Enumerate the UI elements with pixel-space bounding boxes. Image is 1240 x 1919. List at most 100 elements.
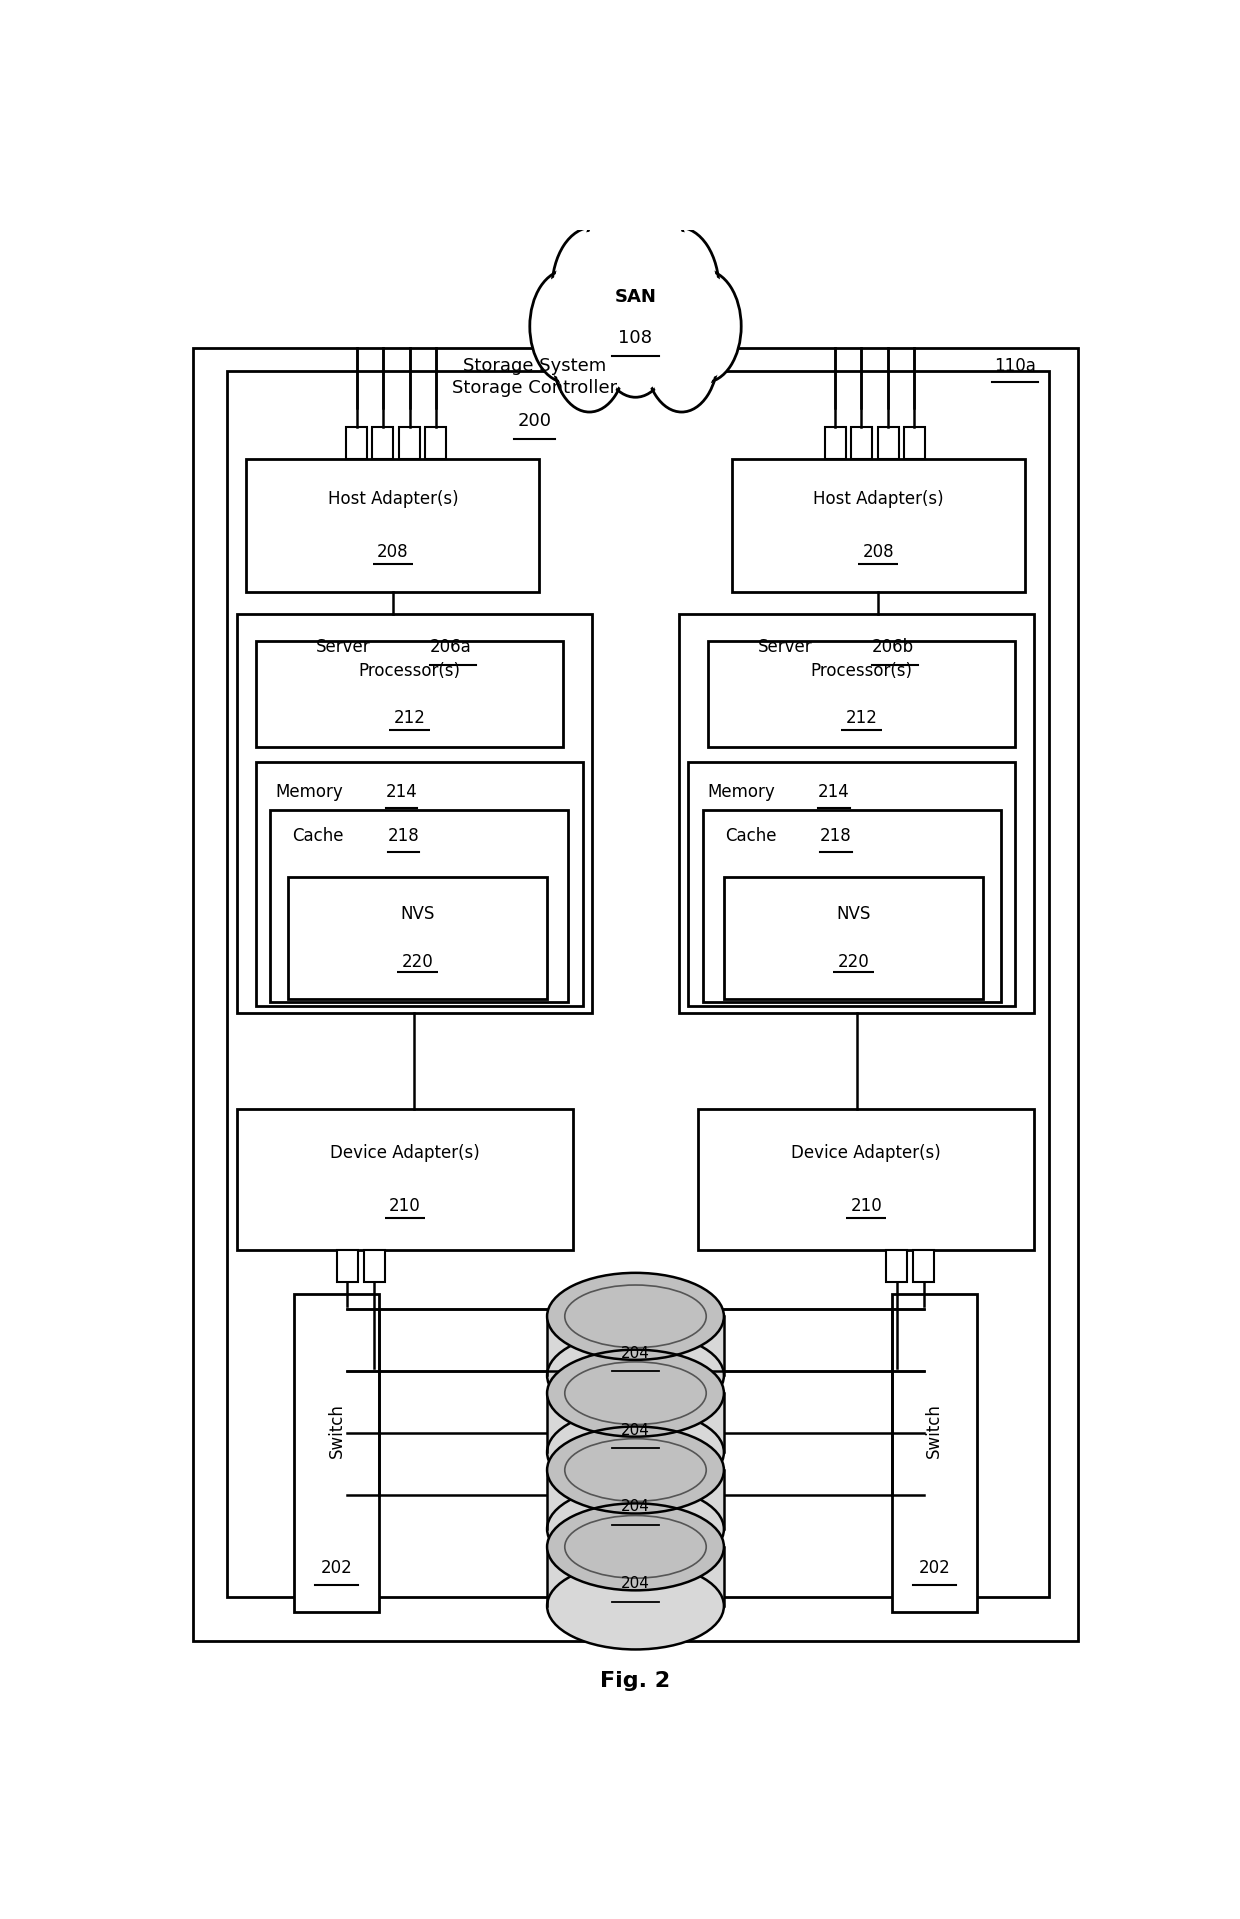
Circle shape [668,271,742,382]
Circle shape [533,274,600,378]
Text: Fig. 2: Fig. 2 [600,1671,671,1691]
Text: 218: 218 [820,827,852,844]
Bar [336,1249,358,1282]
Text: 108: 108 [619,330,652,347]
Bar [913,1249,935,1282]
Text: 220: 220 [402,952,433,971]
Text: NVS: NVS [401,906,434,923]
Bar [237,1109,573,1249]
Text: 214: 214 [386,783,418,800]
Ellipse shape [547,1349,724,1437]
Circle shape [639,226,719,351]
Bar [288,877,547,998]
Text: Server: Server [758,637,812,656]
Text: Processor(s): Processor(s) [810,662,913,679]
Text: 220: 220 [838,952,869,971]
Circle shape [529,271,603,382]
Ellipse shape [547,1409,724,1495]
Circle shape [599,284,672,397]
Bar [825,426,846,459]
Text: 206a: 206a [430,637,471,656]
Ellipse shape [547,1562,724,1650]
Circle shape [649,305,715,407]
Bar [237,614,593,1013]
Bar [678,614,1034,1013]
Text: Device Adapter(s): Device Adapter(s) [791,1144,941,1163]
Text: Device Adapter(s): Device Adapter(s) [330,1144,480,1163]
Bar [878,426,899,459]
Text: 210: 210 [851,1197,882,1215]
Text: 206b: 206b [872,637,914,656]
Text: Memory: Memory [275,783,342,800]
Text: 208: 208 [862,543,894,562]
Text: 110a: 110a [994,357,1037,376]
Bar [346,426,367,459]
Text: 200: 200 [517,413,552,430]
Bar [425,426,446,459]
Bar [698,1109,1034,1249]
Circle shape [583,186,688,349]
Bar [904,426,925,459]
Text: Host Adapter(s): Host Adapter(s) [327,489,458,509]
Bar [724,877,983,998]
Circle shape [645,299,718,413]
Text: 212: 212 [846,708,877,727]
Circle shape [556,305,622,407]
Text: NVS: NVS [837,906,870,923]
Ellipse shape [547,1485,724,1572]
Ellipse shape [547,1332,724,1418]
Bar [294,1293,379,1612]
Text: 204: 204 [621,1422,650,1437]
Bar [547,1547,724,1606]
Ellipse shape [547,1272,724,1361]
Text: Server: Server [316,637,371,656]
Circle shape [553,299,626,413]
Text: 202: 202 [321,1558,352,1577]
Bar [851,426,872,459]
Bar [703,810,1001,1002]
Bar [363,1249,384,1282]
Circle shape [601,290,670,393]
Bar [270,810,568,1002]
Bar [227,370,1049,1597]
Text: 214: 214 [818,783,849,800]
Bar [732,459,1024,593]
Circle shape [556,232,630,347]
Text: Switch: Switch [327,1403,346,1458]
Ellipse shape [547,1426,724,1514]
Text: 208: 208 [377,543,409,562]
Text: 218: 218 [388,827,419,844]
Text: 204: 204 [621,1499,650,1514]
Text: 204: 204 [621,1345,650,1361]
Bar [255,641,563,746]
Text: Storage System: Storage System [463,357,606,376]
Bar [547,1316,724,1376]
Text: SAN: SAN [615,288,656,305]
Bar [193,349,1078,1641]
Bar [247,459,539,593]
Ellipse shape [547,1503,724,1591]
Text: Cache: Cache [725,827,776,844]
Text: Storage Controller: Storage Controller [453,380,618,397]
Text: Cache: Cache [293,827,345,844]
Text: 204: 204 [621,1575,650,1591]
Bar [255,762,583,1006]
Circle shape [641,232,715,347]
Bar [547,1393,724,1453]
Bar [372,426,393,459]
Circle shape [552,226,632,351]
Bar [708,641,1016,746]
Circle shape [671,274,738,378]
Bar [887,1249,908,1282]
Text: Host Adapter(s): Host Adapter(s) [813,489,944,509]
Bar [688,762,1016,1006]
Text: Switch: Switch [925,1403,944,1458]
Text: 212: 212 [394,708,425,727]
Text: 210: 210 [389,1197,420,1215]
Circle shape [587,192,684,342]
Bar [399,426,420,459]
Text: 202: 202 [919,1558,950,1577]
Text: Memory: Memory [707,783,775,800]
Bar [892,1293,977,1612]
Text: Processor(s): Processor(s) [358,662,461,679]
